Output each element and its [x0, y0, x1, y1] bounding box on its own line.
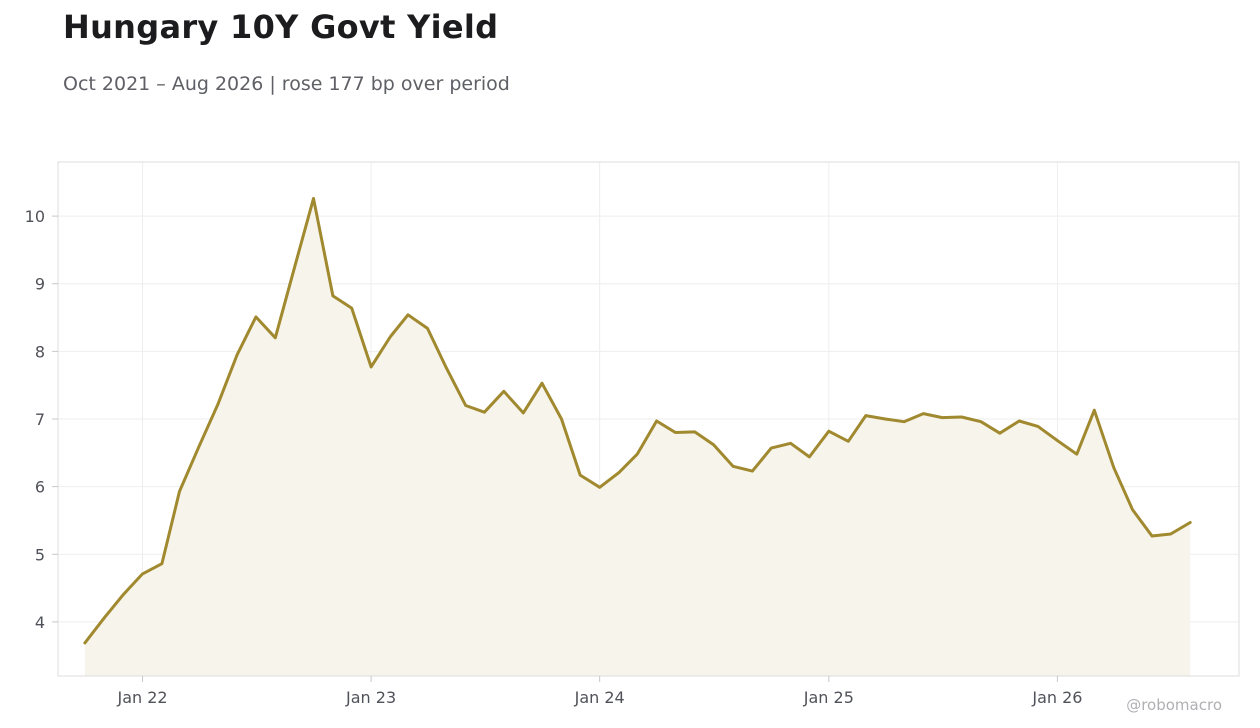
x-tick-label: Jan 22: [116, 688, 167, 707]
y-tick-label: 4: [35, 613, 45, 632]
chart-subtitle: Oct 2021 – Aug 2026 | rose 177 bp over p…: [63, 73, 510, 95]
x-tick-label: Jan 23: [345, 688, 396, 707]
y-tick-label: 9: [35, 275, 45, 294]
y-tick-label: 7: [35, 410, 45, 429]
credit-text: @robomacro: [1126, 696, 1222, 714]
area-fill: [84, 198, 1191, 676]
y-tick-label: 10: [25, 207, 45, 226]
chart-title: Hungary 10Y Govt Yield: [63, 8, 499, 46]
y-tick-label: 6: [35, 478, 45, 497]
x-axis: Jan 22 Jan 23 Jan 24 Jan 25 Jan 26: [116, 676, 1082, 707]
yield-line: [83, 197, 1192, 645]
y-axis: 4 5 6 7 8 9 10: [25, 207, 58, 632]
x-tick-label: Jan 24: [574, 688, 625, 707]
y-tick-label: 5: [35, 545, 45, 564]
x-tick-label: Jan 25: [803, 688, 854, 707]
x-tick-label: Jan 26: [1031, 688, 1082, 707]
y-tick-label: 8: [35, 342, 45, 361]
